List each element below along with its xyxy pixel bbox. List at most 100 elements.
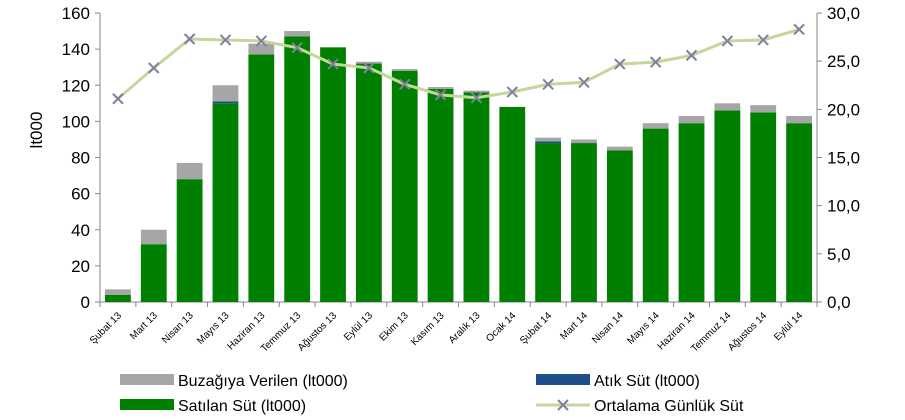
- bar: [750, 112, 777, 302]
- bar: [284, 36, 311, 302]
- bar: [571, 139, 597, 144]
- series-line: [116, 27, 800, 100]
- y2-tick-label: 0,0: [827, 293, 851, 312]
- line-point: [327, 58, 339, 70]
- x-tick-label: Şubat 13: [88, 310, 124, 346]
- bar: [786, 115, 812, 124]
- y2-tick-label: 20,0: [827, 100, 860, 119]
- bar: [678, 123, 705, 303]
- x-tick-label: Ekim 13: [378, 310, 412, 344]
- bar: [642, 123, 669, 129]
- legend-label: Satılan Süt (lt000): [178, 398, 306, 415]
- y2-tick-label: 25,0: [827, 52, 860, 71]
- x-tick-label: Mart 13: [128, 310, 160, 342]
- bar: [427, 87, 454, 89]
- x-tick-label: Mart 14: [558, 310, 590, 342]
- legend-item: Buzağıya Verilen (lt000): [120, 373, 348, 390]
- line-point: [649, 56, 662, 68]
- y2-tick-label: 10,0: [827, 197, 860, 216]
- y-tick-label: 140: [62, 40, 90, 59]
- line-point: [542, 78, 554, 90]
- legend-item: Atık Süt (lt000): [536, 373, 700, 390]
- bar: [714, 110, 741, 302]
- y-tick-label: 20: [71, 257, 90, 276]
- line-point: [506, 86, 518, 98]
- y-tick-label: 80: [71, 149, 90, 168]
- line-point: [255, 35, 268, 47]
- line-point: [219, 34, 232, 46]
- bar: [212, 103, 239, 302]
- bar: [571, 143, 597, 302]
- bar: [140, 244, 167, 302]
- bar: [535, 143, 562, 302]
- legend: Buzağıya Verilen (lt000) Atık Süt (lt000)…: [120, 373, 744, 415]
- plot-area: 0 20 40 60 80 100 120 140 160 0,0 5,0 10,0 15,0 20,0 2…: [62, 4, 860, 355]
- y2-tick-label: 30,0: [827, 4, 860, 23]
- legend-swatch: [120, 374, 174, 385]
- bar: [606, 150, 633, 302]
- legend-label: Buzağıya Verilen (lt000): [178, 373, 348, 390]
- x-tick-label: Ağustos 14: [726, 310, 769, 353]
- bar: [140, 229, 167, 245]
- bar: [355, 61, 382, 64]
- legend-marker: [557, 399, 569, 411]
- bar: [678, 115, 705, 124]
- bar: [212, 85, 239, 102]
- line-point: [721, 35, 734, 47]
- bar: [391, 68, 418, 71]
- x-tick-label: Kasım 13: [409, 310, 447, 348]
- line-point: [291, 41, 303, 54]
- line-point: [148, 62, 160, 74]
- line-point: [470, 92, 483, 104]
- y-tick-label: 100: [62, 112, 90, 131]
- bar: [535, 141, 562, 144]
- bar: [105, 289, 131, 295]
- y-tick-label: 120: [62, 76, 90, 95]
- legend-label: Atık Süt (lt000): [594, 373, 700, 390]
- x-tick-label: Mayıs 14: [625, 310, 662, 347]
- bar: [642, 128, 669, 302]
- y-tick-label: 60: [71, 185, 90, 204]
- bar: [463, 90, 490, 93]
- legend-label: Ortalama Günlük Süt: [594, 398, 744, 415]
- x-tick-label: Mayıs 13: [195, 310, 232, 347]
- bar: [212, 101, 239, 104]
- bar: [284, 31, 311, 37]
- x-tick-label: Ocak 14: [484, 310, 518, 344]
- legend-item: Ortalama Günlük Süt: [536, 398, 744, 415]
- bar: [499, 106, 526, 302]
- x-tick-label: Aralık 13: [447, 310, 483, 346]
- legend-swatch: [536, 374, 590, 385]
- bar: [427, 88, 454, 302]
- bar: [786, 123, 812, 303]
- bar: [535, 137, 562, 142]
- y-tick-label: 0: [81, 293, 90, 312]
- x-tick-label: Şubat 14: [518, 310, 554, 346]
- bar: [248, 43, 275, 55]
- y-tick-label: 40: [71, 221, 90, 240]
- legend-item: Satılan Süt (lt000): [120, 398, 306, 415]
- y-axis-label: lt000: [27, 112, 46, 149]
- bar: [176, 179, 203, 302]
- y2-tick-label: 15,0: [827, 149, 860, 168]
- line-point: [793, 23, 805, 36]
- line-point: [578, 76, 590, 89]
- bar: [714, 103, 741, 111]
- x-tick-label: Nisan 13: [160, 310, 196, 346]
- x-tick-label: Nisan 14: [590, 310, 626, 346]
- line-point: [434, 89, 447, 101]
- line-point: [112, 93, 124, 105]
- line-point: [757, 34, 769, 46]
- line-point: [614, 58, 626, 70]
- bar: [606, 146, 633, 151]
- y-tick-label: 160: [62, 4, 90, 23]
- bar: [355, 63, 382, 303]
- legend-swatch: [120, 399, 174, 410]
- line-point: [183, 33, 196, 45]
- bar: [320, 47, 346, 302]
- line-point: [363, 62, 375, 74]
- bar: [105, 294, 131, 302]
- bar: [463, 92, 490, 302]
- x-tick-label: Ağustos 13: [296, 310, 339, 353]
